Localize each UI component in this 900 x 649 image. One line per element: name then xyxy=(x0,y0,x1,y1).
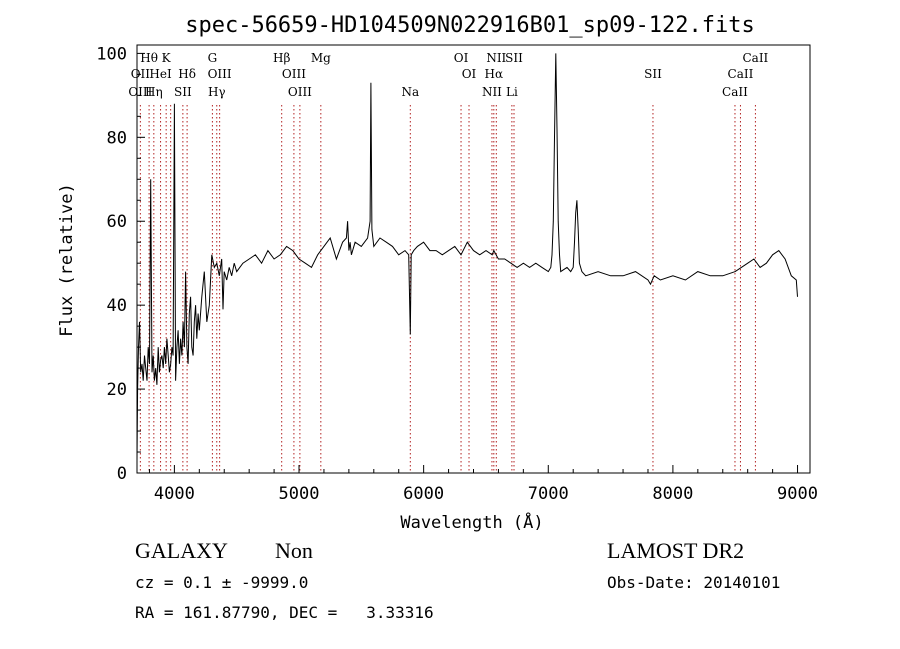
line-label: HeI xyxy=(149,67,172,81)
chart-title: spec-56659-HD104509N022916B01_sp09-122.f… xyxy=(185,13,755,38)
x-tick-label: 5000 xyxy=(279,484,320,504)
x-tick-label: 7000 xyxy=(528,484,569,504)
line-label: OIII xyxy=(128,85,152,99)
line-label: OI xyxy=(454,51,469,65)
line-label: Hγ xyxy=(208,85,226,99)
line-label: Na xyxy=(401,85,419,99)
y-tick-label: 60 xyxy=(107,212,127,232)
line-label: OIII xyxy=(208,67,232,81)
y-axis: 0 20 40 60 80 100 xyxy=(96,44,145,484)
y-axis-label: Flux (relative) xyxy=(57,183,77,337)
line-label: NII xyxy=(482,85,502,99)
line-label: OIII xyxy=(288,85,312,99)
obs-date-text: Obs-Date: 20140101 xyxy=(607,573,781,592)
line-label: SII xyxy=(174,85,192,99)
y-tick-label: 80 xyxy=(107,128,127,148)
line-label: K xyxy=(162,51,172,65)
y-tick-label: 20 xyxy=(107,380,127,400)
line-label: OI xyxy=(462,67,477,81)
line-label: SII xyxy=(644,67,662,81)
line-label: G xyxy=(208,51,218,65)
x-tick-label: 8000 xyxy=(652,484,693,504)
y-tick-label: 100 xyxy=(96,44,127,64)
line-label: Mg xyxy=(311,51,331,65)
redshift-text: cz = 0.1 ± -9999.0 xyxy=(135,573,309,592)
plot-frame xyxy=(136,44,811,474)
line-marker-group xyxy=(139,105,756,473)
line-label: Li xyxy=(506,85,518,99)
x-tick-label: 6000 xyxy=(403,484,444,504)
x-axis: 4000 5000 6000 7000 8000 9000 xyxy=(148,465,818,504)
line-label: Hδ xyxy=(178,67,196,81)
line-label: NII xyxy=(486,51,506,65)
object-subclass: Non xyxy=(275,538,313,563)
y-tick-label: 40 xyxy=(107,296,127,316)
radec-text: RA = 161.87790, DEC = 3.33316 xyxy=(135,603,434,622)
line-label: CaII xyxy=(728,67,754,81)
line-label: Hθ xyxy=(140,51,158,65)
line-label: SII xyxy=(505,51,523,65)
spectrum-line xyxy=(136,53,798,461)
line-label: Hβ xyxy=(273,51,290,65)
x-tick-label: 9000 xyxy=(777,484,818,504)
line-label: Hη xyxy=(145,85,163,99)
line-label: CaII xyxy=(742,51,768,65)
survey-name: LAMOST DR2 xyxy=(607,538,745,563)
x-axis-label: Wavelength (Å) xyxy=(400,511,543,533)
line-label: OIII xyxy=(282,67,306,81)
line-label: CaII xyxy=(722,85,748,99)
y-tick-label: 0 xyxy=(117,464,127,484)
line-label: Hα xyxy=(485,67,504,81)
object-class: GALAXY xyxy=(135,538,228,563)
x-tick-label: 4000 xyxy=(154,484,195,504)
